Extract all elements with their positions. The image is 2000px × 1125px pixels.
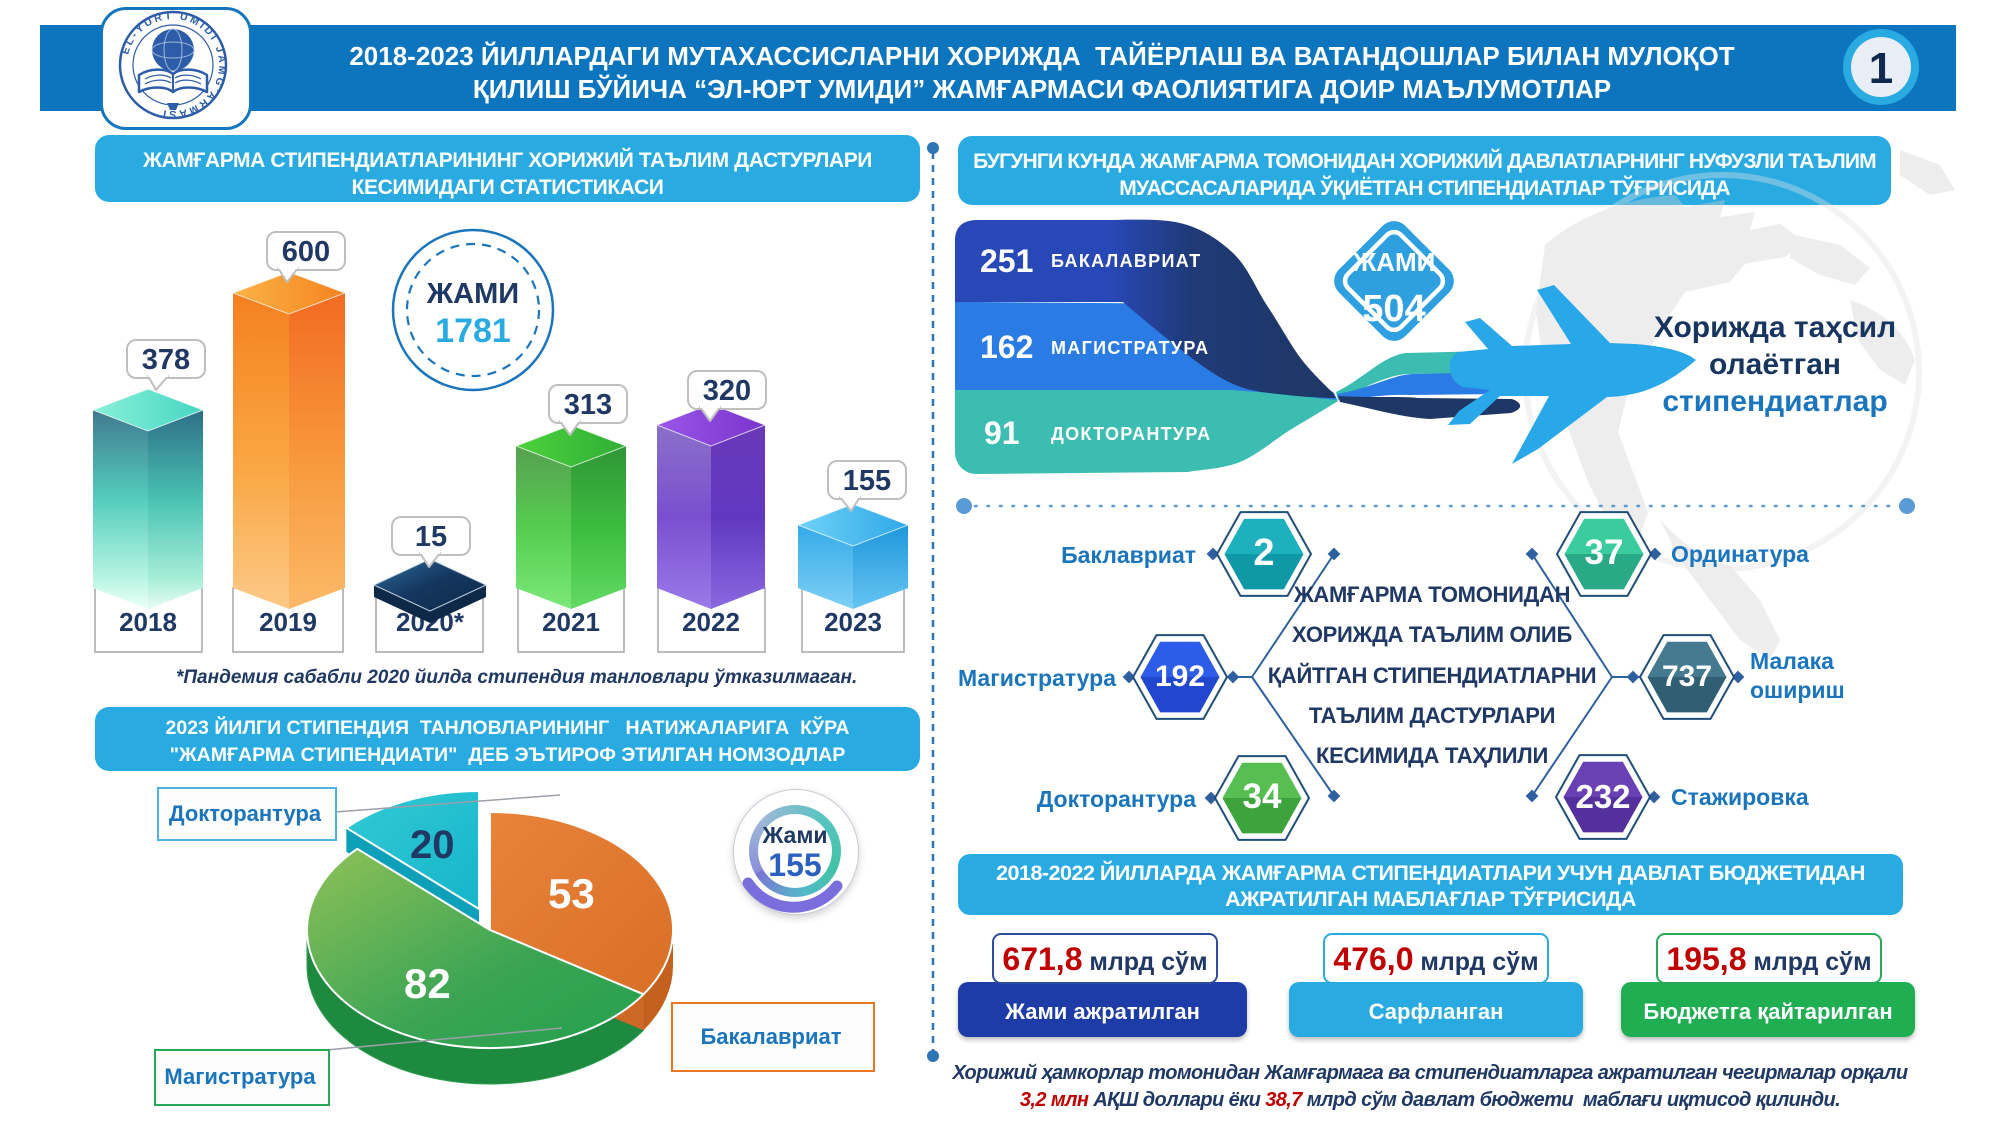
svg-text:313: 313 [564, 389, 612, 421]
svg-text:320: 320 [703, 375, 751, 407]
svg-text:ЖАМИ: ЖАМИ [1352, 247, 1436, 277]
svg-text:15: 15 [415, 521, 447, 553]
svg-text:2018: 2018 [119, 607, 177, 637]
svg-text:2019: 2019 [259, 607, 317, 637]
svg-text:504: 504 [1362, 288, 1425, 330]
svg-text:ЖАМИ: ЖАМИ [426, 278, 519, 310]
svg-text:2022: 2022 [682, 607, 740, 637]
svg-text:2021: 2021 [542, 607, 600, 637]
svg-text:2023: 2023 [824, 607, 882, 637]
svg-text:155: 155 [843, 465, 891, 497]
svg-text:600: 600 [282, 236, 330, 268]
svg-text:378: 378 [142, 344, 190, 376]
svg-text:1781: 1781 [435, 312, 511, 350]
